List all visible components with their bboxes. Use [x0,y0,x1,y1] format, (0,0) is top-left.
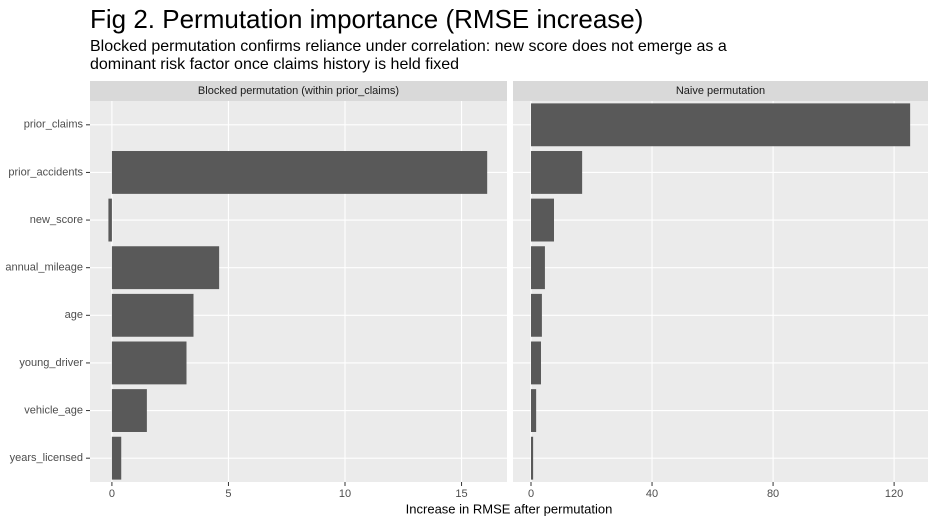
bar [111,293,194,337]
y-tick-label: prior_accidents [8,166,83,178]
bar [111,389,147,432]
x-tick-label: 5 [225,488,231,500]
panel-title: Naive permutation [676,85,765,97]
bar [111,151,488,194]
strip [90,81,507,101]
y-tick-label: age [65,309,83,321]
strip [513,81,928,101]
bar [531,389,537,432]
x-tick-label: 0 [109,488,115,500]
x-tick-label: 120 [885,488,903,500]
bar [111,246,220,290]
bar [108,198,112,242]
bar [111,436,122,480]
bar [531,293,542,337]
y-tick-label: prior_claims [24,119,84,131]
y-tick-label: years_licensed [10,452,83,464]
x-tick-label: 40 [646,488,658,500]
x-tick-label: 10 [339,488,351,500]
panel-title: Blocked permutation (within prior_claims… [198,85,399,97]
bar [531,198,555,242]
bar [531,151,583,194]
chart-subtitle: dominant risk factor once claims history… [90,56,459,73]
bar [531,103,911,147]
bar [111,341,187,385]
bar [531,341,541,385]
panel-background [513,101,928,482]
y-tick-label: vehicle_age [24,404,83,416]
x-tick-label: 15 [455,488,467,500]
bar [531,246,545,290]
y-tick-label: annual_mileage [5,262,83,274]
bar [531,436,534,480]
y-tick-label: new_score [30,214,83,226]
chart-title: Fig 2. Permutation importance (RMSE incr… [90,4,643,34]
x-axis-label: Increase in RMSE after permutation [406,501,613,516]
x-tick-label: 80 [767,488,779,500]
chart-subtitle: Blocked permutation confirms reliance un… [90,38,727,55]
x-tick-label: 0 [528,488,534,500]
y-tick-label: young_driver [19,357,83,369]
